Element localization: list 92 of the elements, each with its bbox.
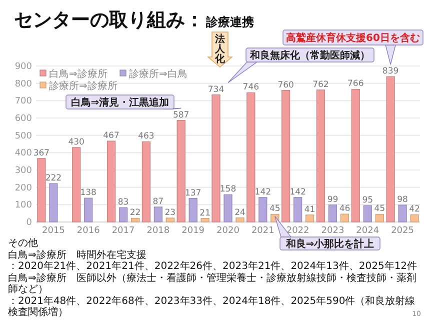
data-label: 99	[327, 194, 338, 205]
data-label: 41	[304, 204, 316, 215]
text: その他	[8, 238, 38, 249]
x-tick-label: 2015	[42, 226, 65, 236]
data-label: 138	[80, 188, 96, 198]
x-tick-label: 2016	[76, 226, 100, 236]
bar	[316, 90, 326, 222]
x-tick-label: 2017	[112, 226, 135, 236]
data-label: 430	[68, 137, 84, 148]
bar	[84, 198, 93, 222]
data-label: 137	[184, 188, 202, 198]
x-tick-label: 2021	[251, 226, 274, 236]
data-label: 762	[312, 80, 329, 90]
bar	[200, 218, 210, 222]
x-tick-label: 2024	[356, 226, 380, 236]
x-tick-label: 2025	[391, 226, 414, 236]
bar	[154, 206, 162, 222]
data-label: 46	[339, 204, 350, 214]
data-label: 142	[254, 187, 272, 198]
legend-label: 診療所⇒白鳥	[129, 68, 188, 80]
bar	[118, 207, 128, 222]
y-tick-label: 400	[14, 148, 32, 159]
x-tick-label: 2019	[182, 226, 205, 236]
bar	[294, 197, 302, 222]
chart-title: センターの取り組み：	[14, 9, 204, 31]
y-tick-label: 600	[14, 114, 32, 124]
text: 法人化	[214, 33, 226, 65]
data-label: 463	[138, 132, 154, 142]
y-tick-label: 500	[14, 131, 32, 142]
x-tick-label: 2018	[146, 226, 170, 236]
bar	[398, 204, 407, 222]
data-label: 24	[234, 208, 246, 218]
y-tick-label: 900	[14, 62, 32, 72]
bar	[351, 88, 360, 222]
bar	[363, 205, 372, 222]
data-label: 766	[348, 79, 364, 90]
x-tick-label: 2022	[286, 226, 310, 236]
bar	[142, 141, 150, 222]
bar	[258, 197, 268, 222]
data-label: 222	[45, 174, 62, 184]
y-tick-label: 300	[14, 166, 32, 176]
y-tick-label: 200	[14, 183, 32, 194]
data-label: 746	[242, 82, 260, 93]
bar	[49, 183, 58, 222]
data-label: 760	[278, 80, 294, 90]
bar	[72, 147, 81, 222]
bar	[166, 218, 174, 222]
data-label: 23	[164, 208, 176, 218]
data-label: 42	[409, 204, 420, 215]
data-label: 158	[220, 184, 236, 195]
bar	[176, 120, 186, 222]
data-label: 142	[290, 187, 306, 198]
bar	[37, 158, 46, 222]
data-label: 367	[33, 148, 50, 158]
data-label: 839	[382, 66, 399, 77]
x-tick-label: 2023	[321, 226, 344, 236]
data-label: 21	[200, 208, 211, 218]
y-tick-label: 100	[14, 200, 32, 211]
legend-label: 診療所⇒診療所	[49, 80, 118, 92]
y-tick-label: 800	[14, 79, 32, 90]
bar	[375, 214, 384, 222]
bar	[410, 214, 419, 222]
data-label: 45	[374, 204, 386, 214]
bar	[188, 198, 198, 222]
data-label: 98	[397, 195, 408, 206]
data-label: 587	[172, 110, 190, 120]
bar	[340, 214, 350, 222]
bar	[212, 94, 220, 222]
bar	[236, 218, 244, 222]
y-tick-label: 0	[26, 218, 32, 228]
data-label: 95	[362, 196, 374, 206]
data-label: 45	[269, 204, 280, 214]
data-label: 467	[103, 131, 120, 142]
bar	[328, 204, 338, 222]
annotation: 白鳥⇒清見・江黒追加	[70, 96, 170, 108]
bar	[386, 76, 395, 222]
text: ：2020年21件、2021年21件、2022年26件、2023年21件、2024年13件、2025年12件	[8, 261, 418, 272]
data-label: 734	[208, 84, 224, 95]
y-tick-label: 700	[14, 96, 32, 107]
x-tick-label: 2020	[216, 226, 240, 236]
bar	[306, 214, 314, 222]
text: 白鳥⇒診療所 時間外在宅支援	[8, 250, 148, 261]
bar	[246, 92, 256, 222]
bar	[130, 218, 140, 222]
data-label: 22	[130, 208, 141, 218]
text: 白鳥⇒診療所 医師以外（療法士・看護師・管理栄養士・診療放射線技師・検査技師・薬剤師など）	[8, 272, 418, 296]
legend-label: 白鳥⇒診療所	[49, 68, 108, 80]
data-label: 87	[152, 196, 164, 207]
bar	[224, 194, 232, 222]
chart-subtitle: 診療連携	[205, 15, 254, 29]
bar	[106, 140, 116, 222]
data-label: 83	[118, 198, 129, 208]
